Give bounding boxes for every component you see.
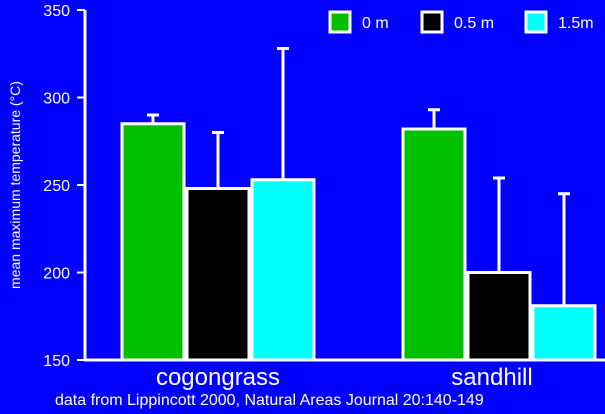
y-tick-label: 350	[43, 3, 70, 20]
legend-label: 0.5 m	[454, 15, 494, 32]
y-tick-label: 300	[43, 91, 70, 108]
y-tick-label: 250	[43, 178, 70, 195]
bar	[401, 127, 467, 362]
legend-swatch	[524, 10, 548, 34]
legend-label: 1.5m	[558, 15, 594, 32]
legend-label: 0 m	[362, 15, 389, 32]
source-caption: data from Lippincott 2000, Natural Areas…	[55, 392, 484, 409]
legend: 0 m 0.5 m 1.5m	[328, 10, 594, 34]
bar	[120, 122, 186, 362]
bar	[250, 178, 316, 362]
bar	[466, 271, 532, 362]
bar	[185, 187, 251, 362]
category-label: sandhill	[451, 364, 532, 391]
y-tick-label: 150	[43, 353, 70, 370]
bar	[531, 304, 597, 362]
y-tick-label: 200	[43, 266, 70, 283]
y-axis-label: mean maximum temperature (°C)	[7, 81, 23, 289]
legend-swatch	[328, 10, 352, 34]
category-label: cogongrass	[156, 364, 280, 391]
legend-swatch	[420, 10, 444, 34]
